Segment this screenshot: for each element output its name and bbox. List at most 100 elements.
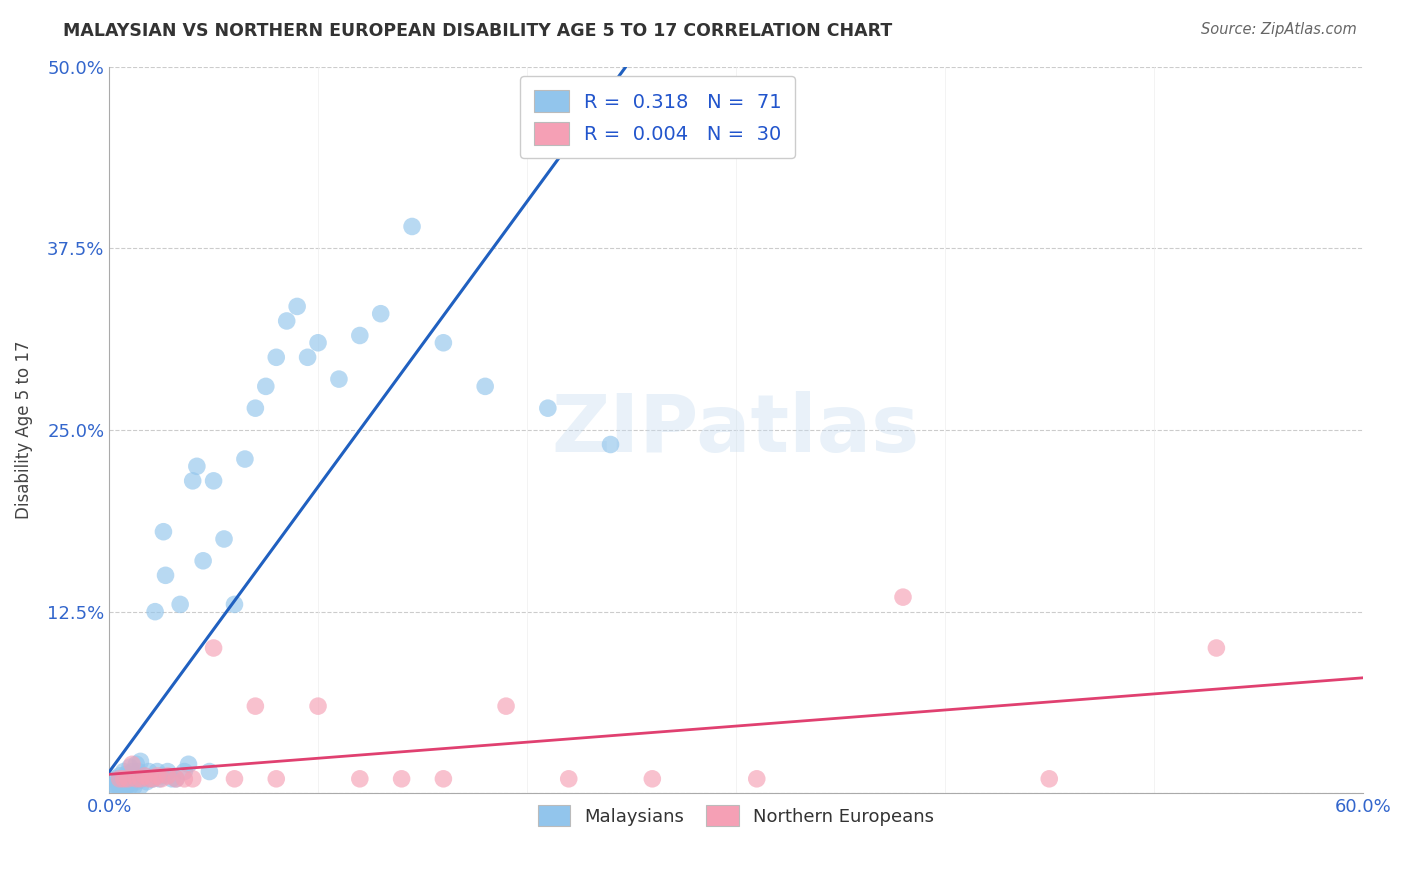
- Point: [202, 640, 225, 655]
- Point: [297, 351, 319, 365]
- Point: [173, 772, 195, 786]
- Point: [138, 764, 160, 779]
- Point: [138, 772, 160, 786]
- Point: [134, 769, 156, 783]
- Point: [495, 699, 517, 714]
- Point: [108, 772, 131, 786]
- Point: [129, 772, 152, 786]
- Point: [474, 379, 496, 393]
- Point: [233, 452, 256, 467]
- Point: [134, 769, 156, 783]
- Point: [370, 307, 392, 321]
- Point: [432, 772, 454, 786]
- Point: [276, 314, 298, 328]
- Point: [112, 772, 135, 786]
- Point: [115, 767, 138, 781]
- Point: [127, 764, 149, 779]
- Point: [117, 769, 139, 783]
- Point: [307, 699, 329, 714]
- Point: [115, 780, 138, 795]
- Point: [104, 772, 127, 786]
- Point: [125, 772, 148, 786]
- Point: [111, 778, 134, 792]
- Point: [245, 699, 267, 714]
- Point: [125, 774, 148, 789]
- Point: [432, 335, 454, 350]
- Point: [108, 780, 131, 795]
- Point: [349, 772, 371, 786]
- Point: [264, 772, 287, 786]
- Point: [391, 772, 413, 786]
- Point: [112, 764, 135, 779]
- Point: [143, 605, 166, 619]
- Point: [135, 774, 157, 789]
- Point: [121, 764, 143, 779]
- Point: [537, 401, 560, 416]
- Point: [165, 772, 187, 786]
- Point: [150, 769, 173, 783]
- Point: [181, 772, 204, 786]
- Point: [181, 474, 204, 488]
- Point: [198, 764, 221, 779]
- Text: MALAYSIAN VS NORTHERN EUROPEAN DISABILITY AGE 5 TO 17 CORRELATION CHART: MALAYSIAN VS NORTHERN EUROPEAN DISABILIT…: [63, 22, 893, 40]
- Point: [212, 532, 235, 546]
- Point: [121, 757, 143, 772]
- Point: [148, 772, 170, 786]
- Point: [146, 764, 169, 779]
- Point: [118, 779, 141, 793]
- Point: [155, 568, 177, 582]
- Point: [146, 769, 169, 783]
- Point: [131, 772, 153, 786]
- Point: [745, 772, 768, 786]
- Point: [111, 780, 134, 795]
- Point: [599, 437, 621, 451]
- Point: [254, 379, 277, 393]
- Point: [1038, 772, 1060, 786]
- Point: [891, 590, 914, 604]
- Point: [121, 774, 143, 789]
- Point: [349, 328, 371, 343]
- Point: [117, 772, 139, 786]
- Point: [112, 774, 135, 789]
- Point: [103, 780, 125, 795]
- Point: [169, 598, 191, 612]
- Point: [224, 598, 246, 612]
- Point: [150, 772, 173, 786]
- Point: [107, 780, 129, 795]
- Point: [558, 772, 581, 786]
- Point: [111, 772, 134, 786]
- Point: [129, 755, 152, 769]
- Point: [165, 772, 187, 786]
- Legend: Malaysians, Northern Europeans: Malaysians, Northern Europeans: [529, 797, 943, 835]
- Text: Source: ZipAtlas.com: Source: ZipAtlas.com: [1201, 22, 1357, 37]
- Point: [107, 774, 129, 789]
- Point: [224, 772, 246, 786]
- Point: [641, 772, 664, 786]
- Point: [117, 778, 139, 792]
- Point: [160, 772, 183, 786]
- Point: [122, 779, 145, 793]
- Point: [401, 219, 423, 234]
- Point: [173, 764, 195, 779]
- Point: [328, 372, 350, 386]
- Point: [122, 769, 145, 783]
- Point: [285, 300, 308, 314]
- Point: [108, 778, 131, 792]
- Point: [1205, 640, 1227, 655]
- Point: [115, 774, 138, 789]
- Point: [245, 401, 267, 416]
- Y-axis label: Disability Age 5 to 17: Disability Age 5 to 17: [15, 341, 32, 519]
- Point: [156, 769, 179, 783]
- Point: [118, 760, 141, 774]
- Point: [129, 779, 152, 793]
- Point: [191, 554, 214, 568]
- Point: [202, 474, 225, 488]
- Point: [104, 778, 127, 792]
- Point: [177, 757, 200, 772]
- Point: [142, 772, 165, 786]
- Point: [112, 780, 135, 795]
- Point: [186, 459, 208, 474]
- Point: [125, 757, 148, 772]
- Point: [156, 764, 179, 779]
- Point: [152, 524, 174, 539]
